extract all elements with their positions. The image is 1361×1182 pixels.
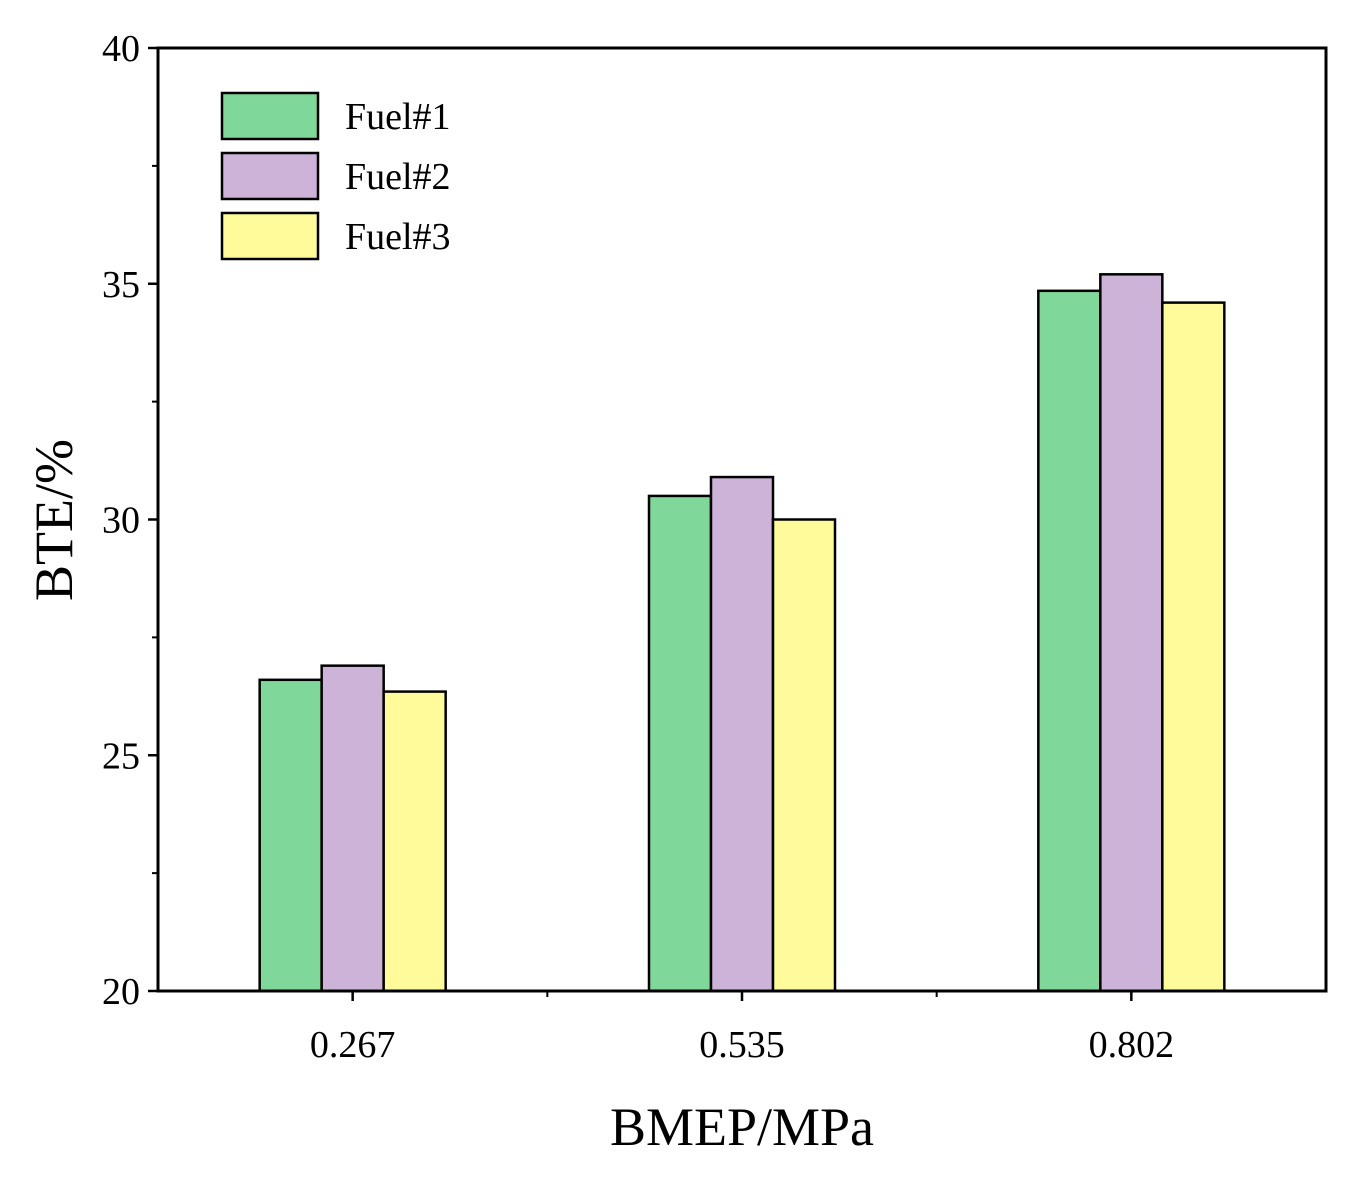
y-tick-label: 40: [102, 28, 140, 70]
y-tick-label: 20: [102, 971, 140, 1013]
y-tick-label: 25: [102, 735, 140, 777]
legend-swatch-Fuel2: [220, 151, 320, 201]
x-axis-title: BMEP/MPa: [610, 1097, 874, 1157]
bar-Fuel3-0.267: [382, 690, 447, 993]
bar-Fuel3-0.535: [771, 518, 837, 993]
y-axis-title: BTE/%: [24, 439, 84, 601]
bar-Fuel2-0.267: [320, 664, 385, 993]
y-tick-label: 35: [102, 264, 140, 306]
axis-ticks: 20 25 30 35 40 0.267 0.535 0.802: [102, 28, 1174, 1066]
legend-swatch-Fuel1: [220, 91, 320, 141]
legend-label-Fuel1: Fuel#1: [345, 96, 451, 138]
bar-Fuel2-0.535: [709, 475, 775, 993]
legend-swatch-Fuel3: [220, 211, 320, 261]
bar-Fuel2-0.802: [1099, 273, 1164, 993]
legend: Fuel#1 Fuel#2 Fuel#3: [220, 91, 451, 261]
x-tick-label: 0.802: [1089, 1024, 1175, 1066]
x-tick-label: 0.535: [699, 1024, 785, 1066]
bar-Fuel1-0.535: [647, 494, 713, 993]
y-tick-label: 30: [102, 500, 140, 542]
bar-Fuel1-0.802: [1037, 289, 1102, 993]
legend-label-Fuel2: Fuel#2: [345, 156, 451, 198]
bar-Fuel1-0.267: [258, 678, 323, 993]
bar-Fuel3-0.802: [1161, 301, 1226, 993]
bars-layer: [258, 273, 1226, 993]
legend-label-Fuel3: Fuel#3: [345, 216, 451, 258]
x-tick-label: 0.267: [310, 1024, 396, 1066]
